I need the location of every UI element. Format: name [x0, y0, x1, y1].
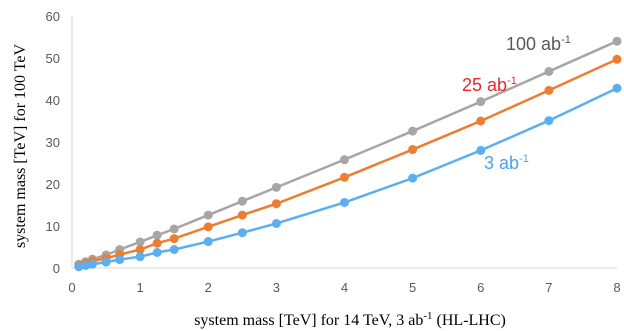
data-point	[237, 210, 247, 220]
data-point	[203, 210, 213, 220]
data-point	[237, 228, 247, 238]
data-point	[237, 196, 247, 206]
x-tick-label: 3	[273, 280, 280, 295]
x-tick-label: 7	[545, 280, 552, 295]
y-tick-label: 50	[46, 51, 60, 66]
y-axis-title: system mass [TeV] for 100 TeV	[12, 44, 29, 249]
series-label-3-base: 3 ab	[484, 153, 519, 173]
x-tick-labels: 0 1 2 3 4 5 6 7 8	[68, 280, 620, 295]
x-tick-label: 0	[68, 280, 75, 295]
data-point	[169, 224, 179, 234]
x-tick-label: 5	[409, 280, 416, 295]
series-label-3-sup: -1	[519, 153, 529, 165]
series-label-3: 3 ab-1	[484, 153, 529, 173]
y-tick-label: 10	[46, 219, 60, 234]
y-tick-label: 0	[53, 261, 60, 276]
data-point	[169, 234, 179, 244]
data-point	[408, 145, 418, 155]
data-point	[340, 197, 349, 207]
data-point	[152, 238, 162, 248]
y-tick-labels: 0 10 20 30 40 50 60	[46, 9, 60, 276]
data-point	[476, 97, 486, 107]
series-line	[78, 87, 618, 268]
series-label-25: 25 ab-1	[462, 75, 517, 95]
series-2	[74, 83, 622, 272]
series-label-100-base: 100 ab	[506, 34, 561, 54]
data-point	[87, 259, 97, 269]
x-tick-label: 6	[477, 280, 484, 295]
data-point	[612, 54, 622, 64]
data-point	[544, 85, 554, 95]
data-point	[135, 245, 145, 255]
series-line	[78, 58, 618, 268]
data-point	[408, 126, 418, 136]
data-point	[271, 218, 281, 228]
y-tick-label: 60	[46, 9, 60, 24]
data-point	[544, 116, 554, 126]
data-point	[203, 237, 213, 247]
data-point	[74, 262, 84, 272]
series-label-100: 100 ab-1	[506, 34, 571, 54]
data-point	[115, 255, 125, 265]
x-tick-label: 1	[137, 280, 144, 295]
data-point	[271, 199, 281, 209]
data-point	[340, 155, 349, 165]
series-label-25-base: 25 ab	[462, 75, 507, 95]
series-label-100-sup: -1	[561, 34, 571, 46]
series-layer	[74, 36, 622, 272]
data-point	[612, 36, 622, 46]
data-point	[408, 173, 418, 183]
data-point	[152, 230, 162, 240]
x-axis-title-tail: (HL-LHC)	[433, 312, 506, 329]
y-tick-label: 30	[46, 135, 60, 150]
x-tick-label: 4	[341, 280, 348, 295]
data-point	[169, 245, 179, 255]
data-point	[203, 222, 213, 232]
data-point	[135, 237, 145, 247]
plot-area	[71, 16, 617, 269]
data-point	[271, 182, 281, 192]
data-point	[612, 83, 622, 93]
series-label-25-sup: -1	[507, 75, 517, 87]
data-point	[101, 257, 111, 267]
data-point	[476, 116, 486, 126]
x-axis-title: system mass [TeV] for 14 TeV, 3 ab-1 (HL…	[194, 310, 506, 329]
series-line	[78, 40, 618, 266]
x-axis-title-main: system mass [TeV] for 14 TeV, 3 ab	[194, 312, 423, 329]
x-axis-title-sup: -1	[423, 310, 432, 322]
data-point	[81, 260, 91, 270]
y-tick-label: 20	[46, 177, 60, 192]
series-0	[74, 36, 622, 269]
x-tick-label: 2	[205, 280, 212, 295]
data-point	[476, 145, 486, 155]
data-point	[152, 247, 162, 257]
data-point	[544, 66, 554, 76]
data-point	[135, 252, 145, 262]
data-point	[340, 172, 349, 182]
x-tick-label: 8	[613, 280, 620, 295]
y-tick-label: 40	[46, 93, 60, 108]
